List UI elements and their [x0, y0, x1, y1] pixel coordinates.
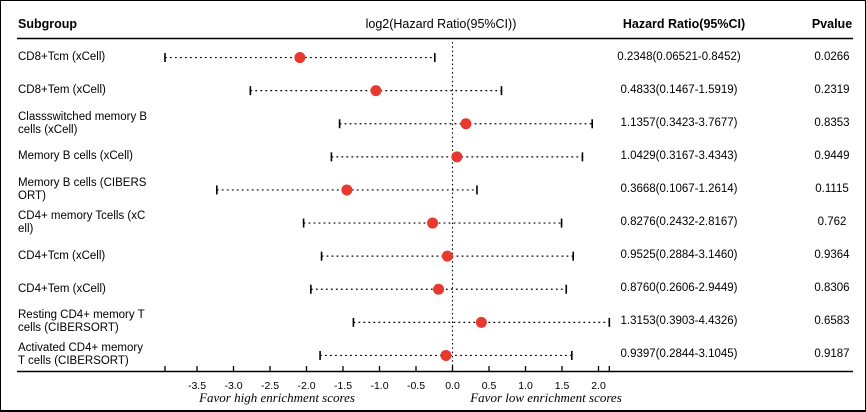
pvalue-value: 0.9187: [814, 348, 850, 360]
row-label: Memory B cells (CIBERS ORT): [18, 177, 166, 203]
row-label-line: CD4+ memory Tcells (xC: [18, 210, 146, 222]
hr-point-marker: [294, 52, 306, 64]
pvalue-value: 0.6583: [814, 315, 850, 327]
row-label-line: CD4+Tcm (xCell): [18, 250, 106, 262]
column-header-pvalue: Pvalue: [811, 17, 853, 31]
hazard-ratio-value: 0.2348(0.06521-0.8452): [617, 51, 741, 63]
hazard-ratio-value: 1.1357(0.3423-3.7677): [620, 117, 738, 129]
pvalue-value: 0.762: [817, 216, 847, 228]
hr-point-marker: [451, 151, 463, 163]
axis-tick-label: 0.0: [445, 380, 460, 392]
axis-tick-label: 0.5: [482, 380, 497, 392]
row-label-line: Memory B cells (CIBERS: [18, 177, 147, 189]
pvalue-value: 0.8353: [814, 117, 850, 129]
axis-tick-label: -1.5: [334, 380, 352, 392]
axis-caption-left: Favor high enrichment scores: [199, 390, 355, 405]
hazard-ratio-value: 0.3668(0.1067-1.2614): [620, 183, 738, 195]
row-label: CD8+Tcm (xCell): [18, 51, 166, 64]
hr-point-marker: [341, 184, 353, 196]
row-label-line: Memory B cells (xCell): [18, 150, 134, 162]
axis-tick-label: -3.5: [188, 380, 206, 392]
row-label-line: cells (xCell): [18, 124, 78, 136]
hazard-ratio-value: 0.4833(0.1467-1.5919): [620, 84, 738, 96]
row-label-line: CD4+Tem (xCell): [18, 283, 106, 295]
column-header-log2-axis: log2(Hazard Ratio(95%CI)): [365, 17, 517, 31]
hazard-ratio-value: 0.9397(0.2844-3.1045): [620, 348, 738, 360]
row-label-line: CD8+Tem (xCell): [18, 84, 106, 96]
column-header-hazard-ratio: Hazard Ratio(95%CI): [622, 17, 746, 31]
hr-point-marker: [475, 316, 487, 328]
axis-tick-label: -2.5: [261, 380, 279, 392]
axis-tick-label: -1.0: [370, 380, 388, 392]
pvalue-value: 0.9364: [814, 249, 850, 261]
hr-point-marker: [433, 283, 445, 295]
hazard-ratio-value: 0.8276(0.2432-2.8167): [620, 216, 738, 228]
hr-point-marker: [440, 349, 452, 361]
pvalue-value: 0.2319: [814, 84, 850, 96]
hr-point-marker: [370, 85, 382, 97]
row-label: CD4+Tcm (xCell): [18, 250, 166, 263]
pvalue-value: 0.9449: [814, 150, 850, 162]
row-label: CD8+Tem (xCell): [18, 84, 166, 97]
column-header-subgroup: Subgroup: [18, 17, 78, 31]
hazard-ratio-value: 0.9525(0.2884-3.1460): [620, 249, 738, 261]
hr-point-marker: [460, 118, 472, 130]
axis-tick-label: -3.0: [224, 380, 242, 392]
hazard-ratio-value: 0.8760(0.2606-2.9449): [620, 282, 738, 294]
row-label: CD4+ memory Tcells (xC ell): [18, 210, 166, 236]
row-label-line: T cells (CIBERSORT): [18, 355, 129, 367]
pvalue-value: 0.8306: [814, 282, 850, 294]
row-label: Activated CD4+ memory T cells (CIBERSORT): [18, 342, 166, 368]
row-label-line: Classswitched memory B: [18, 111, 148, 123]
row-label: CD4+Tem (xCell): [18, 283, 166, 296]
axis-tick-label: -2.0: [297, 380, 315, 392]
hr-point-marker: [441, 250, 453, 262]
axis-tick-label: -0.5: [407, 380, 425, 392]
pvalue-value: 0.0266: [814, 51, 850, 63]
hazard-ratio-value: 1.3153(0.3903-4.4326): [620, 315, 738, 327]
axis-tick-label: 2.0: [591, 380, 606, 392]
axis-caption-right: Favor low enrichment scores: [470, 390, 622, 405]
row-label-line: Activated CD4+ memory: [18, 342, 143, 354]
row-label-line: cells (CIBERSORT): [18, 322, 119, 334]
row-label: Memory B cells (xCell): [18, 150, 166, 163]
row-label-line: CD8+Tcm (xCell): [18, 51, 106, 63]
pvalue-value: 0.1115: [815, 183, 849, 195]
row-label-line: ORT): [18, 190, 46, 202]
hr-point-marker: [427, 217, 439, 229]
row-label-line: ell): [18, 223, 34, 235]
axis-tick-label: 1.5: [555, 380, 570, 392]
hazard-ratio-value: 1.0429(0.3167-3.4343): [620, 150, 738, 162]
row-label-line: Resting CD4+ memory T: [18, 309, 145, 321]
axis-tick-label: 1.0: [518, 380, 533, 392]
